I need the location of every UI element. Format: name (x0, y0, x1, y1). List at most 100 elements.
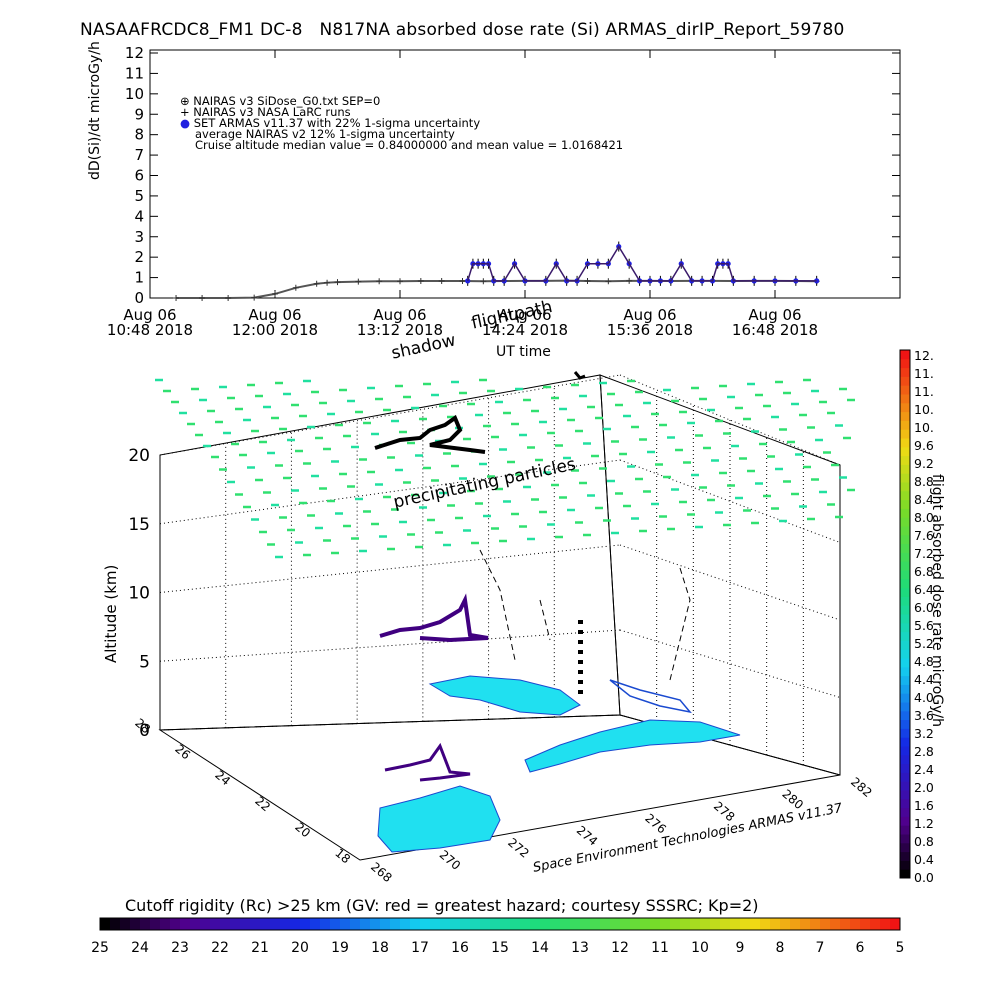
colorbar-tick-label: 3.6 (914, 708, 934, 723)
colorbar-segment (140, 918, 151, 930)
colorbar-segment (900, 614, 910, 624)
colorbar-segment (760, 918, 771, 930)
colorbar-tick-label: 0.0 (914, 870, 934, 885)
colorbar-segment (720, 918, 731, 930)
colorbar-segment (770, 918, 781, 930)
colorbar-tick-label: 8.8 (914, 474, 934, 489)
colorbar-segment (900, 578, 910, 589)
colorbar-segment (710, 918, 721, 930)
x-tick-label: Aug 06 (248, 306, 301, 324)
altitude-gridline (159, 714, 621, 731)
colorbar-segment (900, 473, 910, 483)
altitude-tick-label: 20 (128, 446, 150, 466)
colorbar-tick-label: 11. (914, 384, 934, 399)
colorbar-segment (730, 918, 741, 930)
colorbar-segment (900, 869, 910, 879)
colorbar-segment (460, 918, 471, 930)
colorbar-segment (370, 918, 381, 930)
colorbar-segment (890, 918, 901, 930)
nairas-point (605, 278, 612, 285)
altitude-tick-label: 0 (139, 721, 150, 741)
colorbar-segment (700, 918, 711, 930)
y-tick-label: 11 (125, 64, 144, 82)
colorbar-segment (750, 918, 761, 930)
chart-title: NASAAFRCDC8_FM1 DC-8 N817NA absorbed dos… (80, 20, 845, 40)
legend-text: Cruise altitude median value = 0.8400000… (195, 138, 624, 152)
colorbar-segment (390, 918, 401, 930)
colorbar-tick-label: 9 (736, 940, 745, 956)
y-tick-label: 10 (125, 85, 144, 103)
y-tick-label: 12 (125, 44, 144, 62)
colorbar-segment (900, 790, 910, 800)
colorbar-tick-label: 5 (896, 940, 905, 956)
altitude-gridline (619, 544, 841, 621)
legend-text: NAIRAS v3 SiDose_G0.txt SEP=0 (193, 94, 381, 108)
colorbar-segment (900, 693, 910, 703)
colorbar-segment (310, 918, 321, 930)
nairas-point (272, 290, 278, 297)
colorbar-segment (610, 918, 621, 930)
nairas-point (313, 280, 320, 287)
colorbar-tick-label: 7.6 (914, 528, 934, 543)
colorbar-segment (330, 918, 341, 930)
colorbar-segment (520, 918, 531, 930)
colorbar-segment (280, 918, 291, 930)
colorbar-segment (900, 763, 910, 773)
colorbar-tick-label: 22 (211, 940, 229, 956)
colorbar-segment (900, 420, 910, 430)
colorbar-segment (420, 918, 431, 930)
colorbar-tick-label: 8.0 (914, 510, 934, 525)
colorbar-segment (900, 710, 910, 721)
colorbar-segment (570, 918, 581, 930)
colorbar-tick-label: 2.0 (914, 780, 934, 795)
colorbar-segment (240, 918, 251, 930)
legend-symbol: ⊕ (180, 94, 194, 108)
colorbar-segment (180, 918, 191, 930)
colorbar-segment (360, 918, 371, 930)
colorbar-tick-label: 15 (491, 940, 509, 956)
colorbar-tick-label: 25 (91, 940, 109, 956)
flight-track-purple (379, 593, 489, 643)
colorbar-tick-label: 7 (816, 940, 825, 956)
colorbar-segment (510, 918, 521, 930)
legend-text: average NAIRAS v2 12% 1-sigma uncertaint… (195, 127, 455, 141)
climb-point (578, 690, 583, 694)
colorbar-segment (900, 464, 910, 474)
colorbar-segment (260, 918, 271, 930)
y-tick-label: 8 (134, 126, 144, 144)
colorbar-segment (900, 350, 910, 360)
colorbar-tick-label: 11 (651, 940, 669, 956)
colorbar-segment (900, 543, 910, 553)
nairas-point (355, 278, 362, 285)
vertical-drop-lines (479, 549, 691, 681)
colorbar-segment (900, 482, 910, 492)
nairas-point (173, 295, 180, 301)
nairas-point (199, 295, 206, 301)
nairas-point (459, 278, 466, 285)
climb-point (578, 630, 583, 634)
colorbar-segment (900, 394, 910, 404)
colorbar-tick-label: 14 (531, 940, 549, 956)
colorbar-segment (660, 918, 671, 930)
colorbar-segment (810, 918, 821, 930)
y-tick-label: 0 (134, 289, 144, 307)
colorbar-segment (580, 918, 591, 930)
colorbar-segment (530, 918, 541, 930)
nairas-point (480, 278, 487, 285)
colorbar-segment (900, 728, 910, 738)
colorbar-segment (900, 816, 910, 826)
climb-point (578, 640, 583, 644)
colorbar-tick-label: 13 (571, 940, 589, 956)
colorbar-tick-label: 3.2 (914, 726, 934, 741)
colorbar-segment (470, 918, 481, 930)
x-tick-label: 16:48 2018 (732, 321, 818, 339)
colorbar-segment (210, 918, 221, 930)
altitude-gridline (159, 459, 621, 525)
colorbar-segment (800, 918, 811, 930)
altitude-tick-label: 5 (139, 652, 150, 672)
legend-entry: Cruise altitude median value = 0.8400000… (195, 138, 624, 152)
colorbar-tick-label: 11. (914, 366, 934, 381)
colorbar-segment (900, 596, 910, 606)
legend-text: NAIRAS v3 NASA LaRC runs (193, 105, 351, 119)
